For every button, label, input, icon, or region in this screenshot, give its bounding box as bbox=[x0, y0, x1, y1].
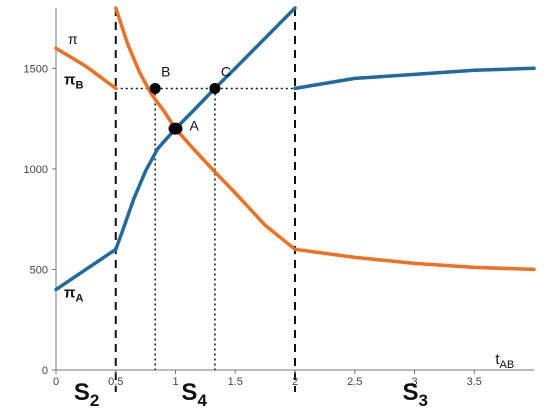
y-tick-label: 1000 bbox=[24, 164, 48, 176]
series-B-line bbox=[54, 46, 118, 91]
chart-labels: π tAB bbox=[68, 31, 514, 371]
series-B-line bbox=[114, 6, 297, 252]
y-axis-label: π bbox=[68, 31, 78, 47]
region-label-S3: S3 bbox=[403, 379, 428, 410]
x-tick-label: 1 bbox=[172, 376, 178, 388]
point-B bbox=[149, 82, 161, 94]
x-axis-label-main: t bbox=[495, 351, 500, 368]
point-label-B: B bbox=[161, 63, 170, 79]
point-label-C: C bbox=[221, 63, 231, 79]
y-tick-label: 1500 bbox=[24, 63, 48, 75]
series-name-B: πB bbox=[64, 71, 83, 91]
points-layer: A B C bbox=[149, 63, 231, 135]
x-tick-label: 2 bbox=[292, 376, 298, 388]
region-labels: S2 S4 S3 bbox=[74, 379, 428, 410]
x-tick-label: 2.5 bbox=[347, 376, 362, 388]
point-label-A: A bbox=[190, 118, 200, 134]
y-tick-label: 0 bbox=[42, 365, 48, 377]
axes bbox=[55, 8, 534, 371]
point-C bbox=[209, 82, 221, 94]
region-label-S4: S4 bbox=[181, 379, 207, 410]
series-A-line bbox=[114, 6, 297, 252]
tick-labels: 0 0.5 1 1.5 2 2.5 3 3.5 0 500 1000 1500 bbox=[24, 63, 482, 388]
x-axis-label-sub: AB bbox=[500, 359, 515, 371]
series-B-line bbox=[293, 247, 536, 272]
series-A-line bbox=[54, 247, 118, 292]
series-names: πA πB bbox=[64, 71, 83, 304]
x-tick-label: 0 bbox=[53, 376, 59, 388]
series-A-line bbox=[293, 66, 536, 91]
x-tick-label: 3 bbox=[411, 376, 417, 388]
region-label-S2: S2 bbox=[74, 379, 99, 410]
x-tick-label: 1.5 bbox=[228, 376, 243, 388]
x-tick-label: 0.5 bbox=[108, 376, 123, 388]
x-axis-label: tAB bbox=[495, 351, 514, 371]
y-tick-label: 500 bbox=[30, 264, 48, 276]
guide-lines bbox=[114, 8, 296, 392]
series-name-A: πA bbox=[64, 285, 83, 305]
x-tick-label: 3.5 bbox=[467, 376, 482, 388]
point-A bbox=[168, 122, 183, 135]
